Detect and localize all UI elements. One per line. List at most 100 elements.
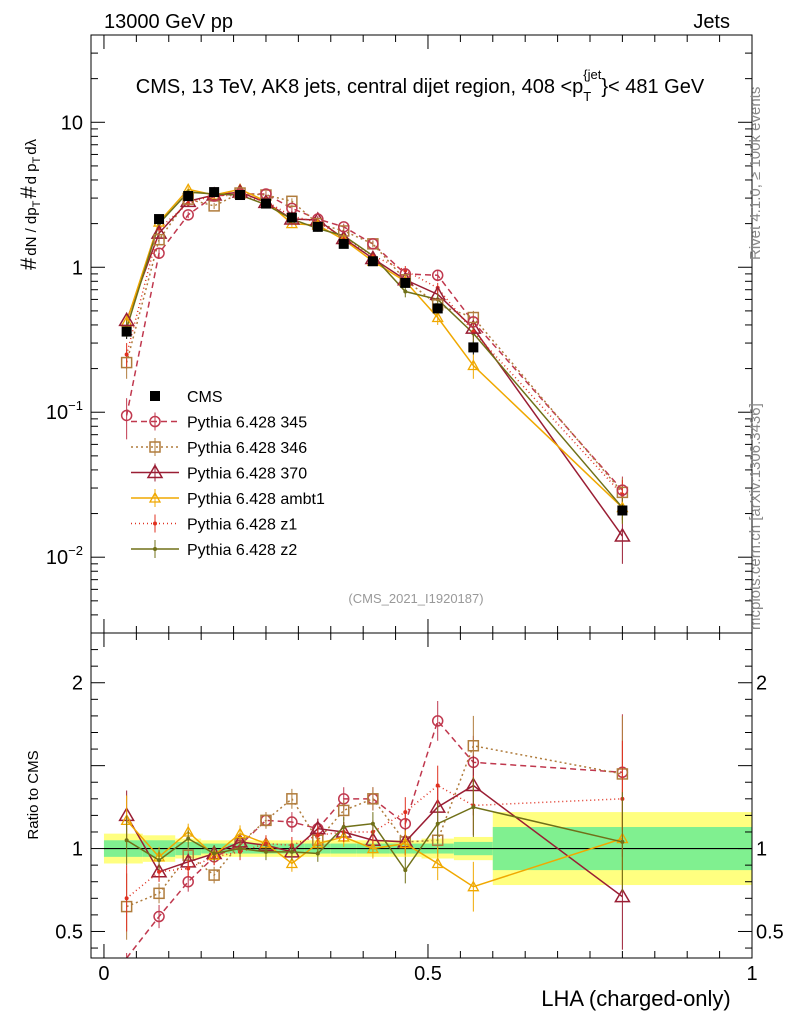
data-point [260,198,271,209]
ratio-y-tick-label: 2 [72,673,83,695]
legend-label: Pythia 6.428 346 [187,440,307,457]
legend-marker [148,491,162,503]
chart-title: CMS, 13 TeV, AK8 jets, central dijet reg… [136,67,705,104]
y-tick-label: 1 [72,257,83,279]
ratio-point [614,888,631,903]
ratio-point [186,866,191,871]
y-axis-label: #dN / dpT#d pTdλ [16,138,43,270]
ratio-point [260,814,272,827]
legend-marker [150,391,160,401]
watermark: (CMS_2021_I1920187) [348,591,483,606]
ratio-point [315,833,320,838]
legend-label: Pythia 6.428 ambt1 [187,491,325,508]
chart-title-sup: {jet [583,67,601,82]
data-point [182,209,194,221]
ratio-point [286,816,298,828]
y-tick-label: 10−2 [46,543,83,569]
data-point [121,326,132,337]
data-point [614,527,631,542]
header-right: Jets [693,11,730,33]
data-point [286,212,297,223]
ratio-y-tick-label: 0.5 [55,921,83,943]
data-point [120,409,133,422]
ratio-point [157,858,162,863]
ratio-y-tick-label-right: 2 [756,673,767,695]
data-point [468,342,479,353]
ratio-point [471,805,476,810]
data-point [337,221,350,233]
ratio-point [153,887,165,900]
data-point [367,256,378,267]
x-tick-label: 0 [98,963,109,985]
data-point [431,269,444,282]
data-point [120,356,133,369]
ratio-y-axis-label: Ratio to CMS [25,750,42,839]
data-point [153,247,165,259]
ratio-panel: 0 0.5 1 0.5 0.5 1 1 2 2 [55,632,784,985]
ratio-point [208,869,220,881]
ratio-frame [90,632,753,959]
data-point [118,311,135,327]
chart-title-end: }< 481 GeV [601,76,705,98]
ratio-point [431,857,444,869]
ratio-point [157,869,162,874]
svg-text:#dN / dpT#d pTdλ: #dN / dpT#d pTdλ [16,138,43,270]
data-point [285,217,298,229]
legend: CMS Pythia 6.428 345 Pythia 6.428 346 Pythi… [131,389,325,559]
ratio-point [366,842,380,854]
header-left: 13000 GeV pp [104,11,233,33]
x-tick-label: 0.5 [414,963,442,985]
ratio-point [212,851,217,856]
ratio-point [238,846,243,851]
ratio-point [153,910,165,923]
ratio-point [124,838,129,843]
chart-title-main: CMS, 13 TeV, AK8 jets, central dijet reg… [136,76,584,98]
ratio-point [435,783,440,788]
legend-label: CMS [187,389,223,406]
legend-marker [153,547,157,551]
ratio-point [403,810,408,815]
svg-text:Ratio to CMS: Ratio to CMS [25,750,42,839]
legend-label: Pythia 6.428 370 [187,466,307,483]
data-point [617,505,628,516]
ratio-y-tick-label-right: 1 [756,839,767,861]
series-line [125,188,623,509]
data-point [209,187,220,198]
ratio-line [126,806,623,872]
data-point [154,214,165,225]
ratio-point [435,821,440,826]
ratio-point [315,851,320,856]
rivet-label: Rivet 4.1.0, ≥ 100k events [747,87,764,260]
data-point [467,311,480,324]
data-point [312,221,323,232]
data-point [403,289,408,294]
data-point [286,195,298,208]
ratio-point [370,821,375,826]
y-tick-label: 10−1 [46,398,83,424]
ratio-point [620,839,625,844]
legend-label: Pythia 6.428 345 [187,415,307,432]
data-point [367,238,379,250]
ratio-point [367,793,379,805]
data-point [467,316,480,328]
data-point [338,238,349,249]
legend-label: Pythia 6.428 z2 [187,542,297,559]
ratio-line [125,784,623,898]
x-axis-label: LHA (charged-only) [541,986,731,1011]
data-point [431,311,444,323]
main-panel: 10−2 10−1 1 10 CMS Pythia 6.428 345 Pythia 6.4… [46,34,753,634]
ratio-point [233,827,247,839]
data-point [432,303,443,314]
ratio-line [126,719,623,959]
data-point [235,190,246,201]
legend-marker [149,441,161,453]
ratio-point [263,849,268,854]
ratio-y-tick-label: 1 [72,839,83,861]
mcplots-label: mcplots.cern.ch [arXiv:1306.3436] [747,403,764,630]
ratio-point [286,793,298,805]
ratio-point [403,868,408,873]
svg-text:mcplots.cern.ch [arXiv:1306.34: mcplots.cern.ch [arXiv:1306.3436] [747,403,764,630]
chart-title-sub: T [583,89,591,104]
ratio-point [285,857,298,869]
